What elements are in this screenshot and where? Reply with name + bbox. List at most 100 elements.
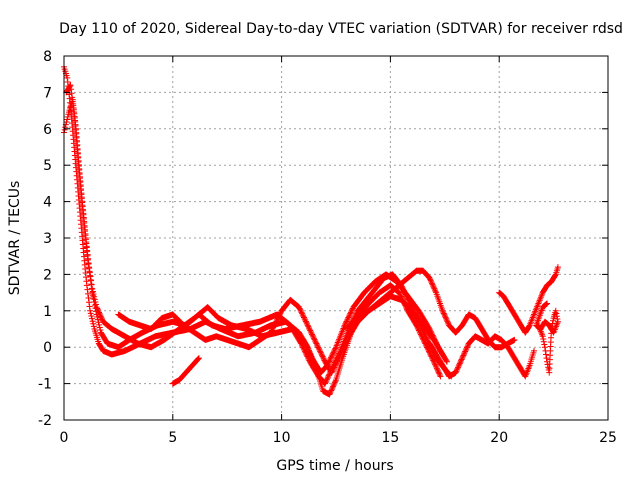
data-point-marker bbox=[430, 358, 437, 365]
data-point-marker bbox=[455, 363, 462, 370]
data-point-marker bbox=[552, 307, 559, 314]
data-point-marker bbox=[540, 336, 547, 343]
y-axis-label: SDTVAR / TECUs bbox=[7, 181, 23, 296]
data-point-marker bbox=[553, 310, 560, 317]
data-point-marker bbox=[328, 354, 335, 361]
data-point-marker bbox=[322, 379, 329, 386]
data-point-marker bbox=[441, 313, 448, 320]
data-point-marker bbox=[431, 286, 438, 293]
data-point-marker bbox=[554, 264, 561, 271]
data-point-marker bbox=[300, 313, 307, 320]
data-point-marker bbox=[61, 126, 68, 133]
data-point-marker bbox=[330, 382, 337, 389]
data-point-marker bbox=[274, 316, 281, 323]
data-point-marker bbox=[430, 284, 437, 291]
data-point-marker bbox=[430, 282, 437, 289]
data-point-marker bbox=[97, 313, 104, 320]
data-point-marker bbox=[428, 279, 435, 286]
series-sat-g bbox=[426, 333, 538, 380]
data-point-marker bbox=[304, 322, 311, 329]
series-sat-f bbox=[343, 267, 518, 351]
data-point-marker bbox=[443, 357, 450, 364]
data-point-marker bbox=[545, 364, 552, 371]
data-point-marker bbox=[312, 337, 319, 344]
data-point-marker bbox=[273, 318, 280, 325]
data-point-marker bbox=[87, 307, 94, 314]
data-point-marker bbox=[312, 339, 319, 346]
data-point-marker bbox=[309, 332, 316, 339]
data-point-marker bbox=[459, 353, 466, 360]
data-point-marker bbox=[300, 336, 307, 343]
x-tick-label: 5 bbox=[168, 430, 177, 446]
data-point-marker bbox=[342, 321, 349, 328]
data-point-marker bbox=[337, 351, 344, 358]
data-point-marker bbox=[433, 364, 440, 371]
data-point-marker bbox=[311, 336, 318, 343]
data-point-marker bbox=[427, 277, 434, 284]
data-point-marker bbox=[314, 341, 321, 348]
data-point-marker bbox=[322, 380, 329, 387]
data-point-marker bbox=[334, 356, 341, 363]
data-point-marker bbox=[88, 277, 95, 284]
data-point-marker bbox=[337, 350, 344, 357]
data-point-marker bbox=[296, 305, 303, 312]
data-point-marker bbox=[308, 330, 315, 337]
data-point-marker bbox=[458, 357, 465, 364]
data-point-marker bbox=[313, 340, 320, 347]
data-point-marker bbox=[302, 340, 309, 347]
data-point-marker bbox=[339, 346, 346, 353]
series-sat-h bbox=[496, 264, 561, 336]
y-tick-label: 7 bbox=[43, 85, 52, 101]
data-point-marker bbox=[86, 299, 93, 306]
data-point-marker bbox=[86, 303, 93, 310]
data-point-marker bbox=[89, 285, 96, 292]
data-point-marker bbox=[421, 331, 428, 338]
data-point-marker bbox=[329, 352, 336, 358]
y-tick-label: 3 bbox=[43, 231, 52, 247]
data-point-marker bbox=[422, 333, 429, 340]
data-point-marker bbox=[543, 355, 550, 362]
data-point-marker bbox=[68, 86, 75, 93]
data-point-marker bbox=[442, 314, 449, 321]
data-point-marker bbox=[298, 309, 305, 316]
data-point-marker bbox=[455, 364, 462, 371]
data-point-marker bbox=[330, 383, 337, 390]
data-point-marker bbox=[347, 310, 354, 317]
data-point-marker bbox=[553, 313, 560, 320]
data-point-marker bbox=[303, 319, 310, 326]
data-point-marker bbox=[71, 110, 78, 117]
data-point-marker bbox=[310, 334, 317, 341]
data-point-marker bbox=[428, 280, 435, 287]
data-point-marker bbox=[432, 361, 439, 368]
data-point-marker bbox=[88, 281, 95, 288]
data-point-marker bbox=[328, 387, 335, 394]
data-point-marker bbox=[457, 359, 464, 366]
data-point-marker bbox=[463, 344, 470, 351]
data-point-marker bbox=[329, 367, 336, 374]
data-point-marker bbox=[541, 341, 548, 348]
data-point-marker bbox=[329, 350, 336, 357]
data-point-marker bbox=[267, 329, 274, 336]
data-point-marker bbox=[336, 352, 343, 359]
data-point-marker bbox=[462, 347, 469, 354]
data-point-marker bbox=[441, 311, 448, 318]
data-point-marker bbox=[309, 331, 316, 338]
data-point-marker bbox=[97, 312, 104, 319]
data-point-marker bbox=[67, 82, 74, 89]
data-point-marker bbox=[269, 327, 275, 334]
data-point-marker bbox=[439, 351, 446, 358]
x-axis-label: GPS time / hours bbox=[276, 458, 393, 474]
data-point-marker bbox=[95, 319, 102, 326]
data-point-marker bbox=[339, 347, 346, 354]
data-point-marker bbox=[543, 301, 550, 308]
data-point-marker bbox=[95, 308, 102, 315]
data-point-marker bbox=[335, 355, 342, 362]
data-point-marker bbox=[91, 293, 98, 300]
data-point-marker bbox=[344, 315, 351, 322]
data-point-marker bbox=[461, 349, 468, 356]
data-point-marker bbox=[396, 290, 403, 297]
data-point-marker bbox=[423, 334, 430, 341]
data-point-marker bbox=[299, 311, 306, 318]
data-point-marker bbox=[431, 285, 438, 292]
data-point-marker bbox=[552, 272, 559, 279]
